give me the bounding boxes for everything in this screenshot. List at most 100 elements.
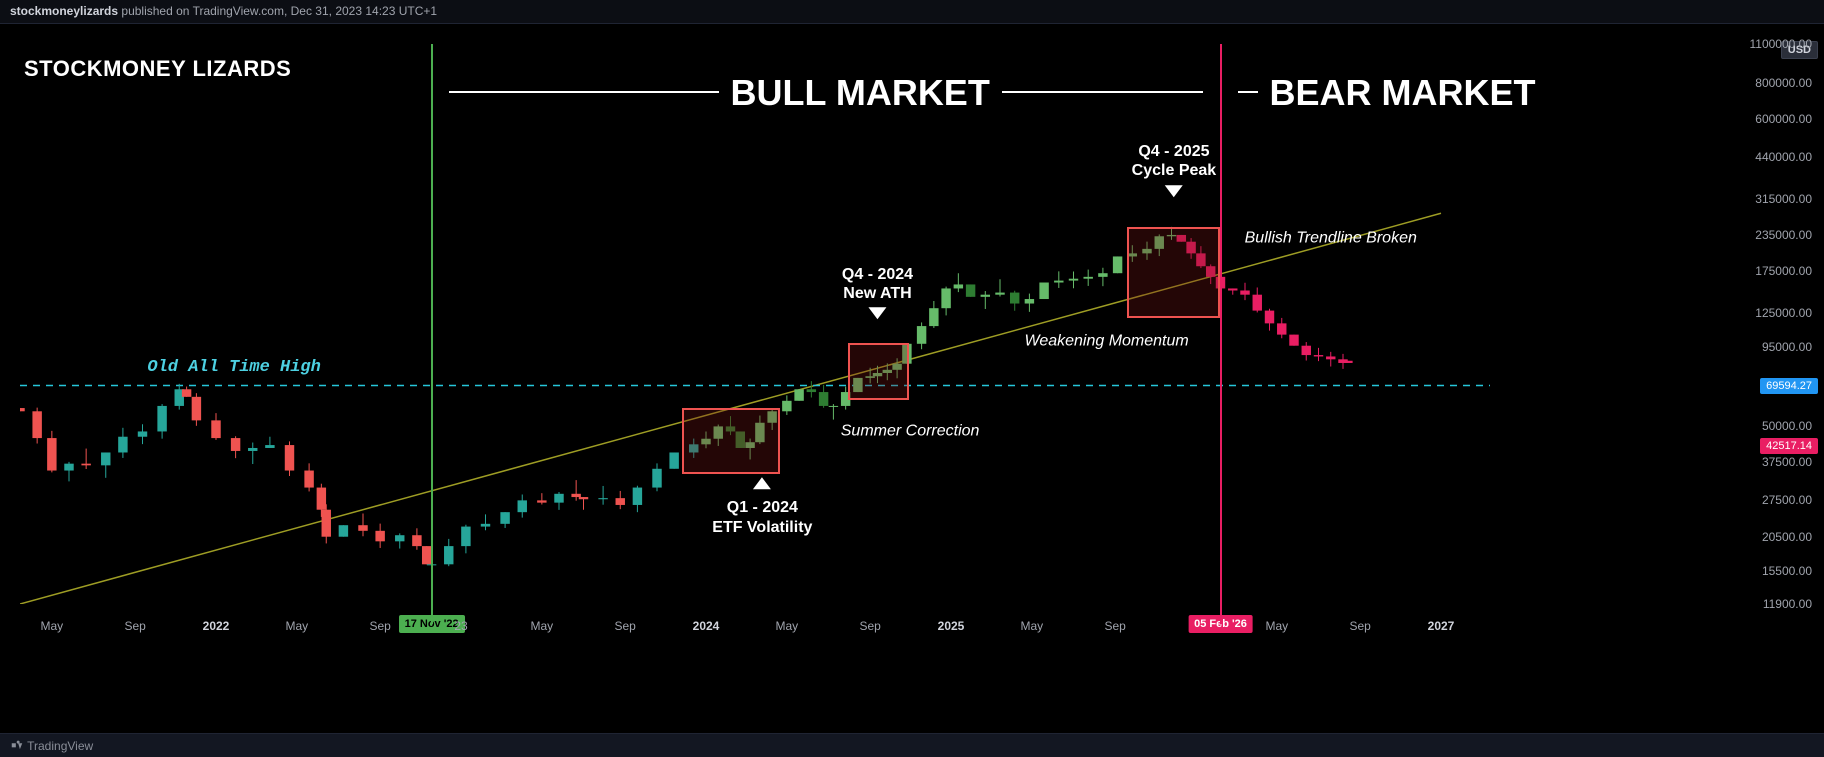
x-tick: May — [41, 619, 64, 633]
y-tick: 600000.00 — [1755, 112, 1812, 126]
x-tick: May — [286, 619, 309, 633]
candle — [1302, 346, 1311, 355]
candle — [807, 389, 816, 392]
chart-annotation: Q1 - 2024ETF Volatility — [712, 478, 812, 538]
highlight-box — [682, 408, 780, 474]
candle — [1228, 288, 1237, 290]
candle — [1240, 290, 1249, 294]
platform: published on TradingView.com, — [121, 4, 287, 18]
y-tick: 11900.00 — [1763, 597, 1812, 611]
publish-header: stockmoneylizards published on TradingVi… — [0, 0, 1824, 24]
x-tick: 2024 — [693, 619, 720, 633]
candle — [500, 512, 509, 524]
candle — [412, 535, 421, 546]
candle — [231, 438, 240, 451]
candle — [917, 326, 926, 344]
highlight-box — [848, 343, 909, 400]
x-tick: May — [1266, 619, 1289, 633]
y-tick: 37500.00 — [1762, 455, 1812, 469]
cycle-marker — [1220, 44, 1222, 624]
candle — [285, 445, 294, 470]
x-tick: Sep — [1349, 619, 1370, 633]
chart-annotation: Summer Correction — [841, 422, 980, 441]
candle — [1083, 277, 1092, 279]
candle — [358, 525, 367, 531]
y-axis: USD1100000.00800000.00600000.00440000.00… — [1729, 44, 1824, 604]
current-price-badge: 42517.14 — [1760, 438, 1818, 454]
candle — [265, 445, 274, 448]
x-tick: Sep — [124, 619, 145, 633]
candle — [1069, 279, 1078, 281]
publisher: stockmoneylizards — [10, 4, 118, 18]
plot-region[interactable]: Old All Time High Q1 - 2024ETF Volatility… — [20, 44, 1490, 604]
y-tick: 27500.00 — [1762, 493, 1812, 507]
x-tick: 2025 — [938, 619, 965, 633]
x-tick: Sep — [859, 619, 880, 633]
candle — [782, 401, 791, 411]
candle — [966, 284, 975, 296]
candle — [138, 431, 147, 436]
y-tick: 15500.00 — [1762, 564, 1812, 578]
x-tick: 2027 — [1428, 619, 1455, 633]
y-tick: 800000.00 — [1755, 76, 1812, 90]
chart-annotation: Old All Time High — [147, 358, 320, 378]
x-tick: May — [1021, 619, 1044, 633]
candle — [571, 494, 580, 497]
chart-area[interactable]: Old All Time High Q1 - 2024ETF Volatility… — [0, 24, 1824, 733]
candle — [1343, 361, 1352, 363]
candle — [537, 500, 546, 502]
candle — [1025, 299, 1034, 303]
candle — [1326, 356, 1335, 359]
x-tick: 2022 — [203, 619, 230, 633]
candle — [669, 452, 678, 468]
x-tick: May — [531, 619, 554, 633]
candle — [32, 411, 41, 438]
highlight-box — [1127, 227, 1220, 318]
ath-price-badge: 69594.27 — [1760, 378, 1818, 394]
author-brand: STOCKMONEY LIZARDS — [24, 56, 291, 82]
candle — [1253, 295, 1262, 311]
x-axis: MaySep2022MaySep17 Nov '2223MaySep2024Ma… — [20, 613, 1490, 643]
triangle-up-icon — [753, 478, 771, 490]
chart-annotation: Q4 - 2024New ATH — [842, 265, 913, 325]
candle — [941, 288, 950, 308]
chart-annotation: Q4 - 2025Cycle Peak — [1132, 143, 1217, 203]
candle — [64, 464, 73, 471]
candle — [1039, 283, 1048, 300]
candle — [20, 408, 25, 411]
y-tick: 20500.00 — [1762, 530, 1812, 544]
candle — [375, 531, 384, 542]
candle — [518, 500, 527, 512]
candle — [1289, 335, 1298, 346]
tradingview-icon — [10, 738, 24, 752]
candle — [182, 389, 191, 397]
y-tick: 175000.00 — [1755, 264, 1812, 278]
y-tick: 50000.00 — [1762, 419, 1812, 433]
bull-market-label: BULL MARKET — [719, 72, 1002, 114]
candle — [322, 510, 331, 537]
chart-annotation: Bullish Trendline Broken — [1245, 228, 1417, 247]
candle — [616, 498, 625, 505]
x-tick: May — [776, 619, 799, 633]
candle — [157, 406, 166, 432]
y-tick: 235000.00 — [1755, 228, 1812, 242]
y-tick: 125000.00 — [1755, 306, 1812, 320]
candle — [1277, 323, 1286, 334]
candle — [954, 284, 963, 288]
candle — [598, 498, 607, 499]
x-tick: Sep — [1104, 619, 1125, 633]
candle — [633, 488, 642, 505]
candle — [317, 488, 326, 510]
y-tick: 440000.00 — [1755, 150, 1812, 164]
candle — [829, 406, 838, 407]
candle — [981, 295, 990, 297]
candle — [461, 527, 470, 547]
candle — [101, 452, 110, 465]
candle — [1098, 273, 1107, 277]
candle — [794, 389, 803, 401]
y-tick: 95000.00 — [1762, 340, 1812, 354]
candle — [395, 535, 404, 541]
bear-market-label: BEAR MARKET — [1258, 72, 1548, 114]
triangle-down-icon — [1165, 185, 1183, 197]
candle — [929, 308, 938, 326]
